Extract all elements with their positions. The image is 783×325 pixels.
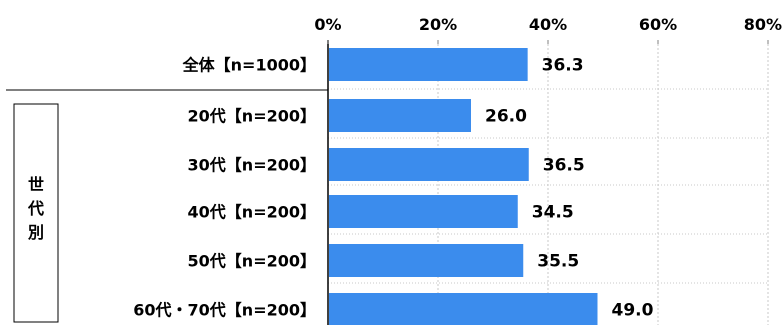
bar-0	[329, 48, 528, 81]
bar-2	[329, 148, 529, 181]
gridlines	[328, 40, 769, 325]
category-label-4: 50代【n=200】	[188, 252, 316, 271]
value-label-1: 26.0	[485, 107, 527, 127]
category-label-5: 60代・70代【n=200】	[133, 301, 316, 320]
bar-5	[329, 293, 598, 325]
value-label-3: 34.5	[532, 203, 574, 223]
category-label-3: 40代【n=200】	[188, 203, 316, 222]
axis	[327, 40, 769, 325]
category-labels: 全体【n=1000】 20代【n=200】 30代【n=200】 40代【n=200】…	[133, 56, 316, 320]
category-label-2: 30代【n=200】	[188, 156, 316, 175]
tick-label-20: 20%	[419, 15, 457, 34]
bar-3	[329, 195, 518, 228]
value-label-0: 36.3	[542, 56, 584, 76]
bar-4	[329, 244, 524, 277]
group-bracket-box	[13, 103, 59, 323]
category-label-0: 全体【n=1000】	[182, 56, 316, 75]
value-labels: 36.3 26.0 36.5 34.5 35.5 49.0	[485, 56, 654, 321]
value-label-2: 36.5	[543, 156, 585, 176]
group-label-char-0: 世	[28, 175, 44, 194]
group-bracket: 世代別	[6, 89, 328, 323]
tick-labels: 0% 20% 40% 60% 80%	[314, 15, 782, 34]
category-label-1: 20代【n=200】	[188, 107, 316, 126]
tick-label-60: 60%	[639, 15, 677, 34]
bars	[329, 48, 598, 325]
group-label-char-1: 代	[27, 199, 44, 218]
bar-1	[329, 99, 471, 132]
value-label-4: 35.5	[537, 252, 579, 272]
value-label-5: 49.0	[612, 301, 654, 321]
group-label-char-2: 別	[28, 223, 44, 242]
tick-label-0: 0%	[314, 15, 341, 34]
tick-label-80: 80%	[744, 15, 782, 34]
tick-label-40: 40%	[529, 15, 567, 34]
